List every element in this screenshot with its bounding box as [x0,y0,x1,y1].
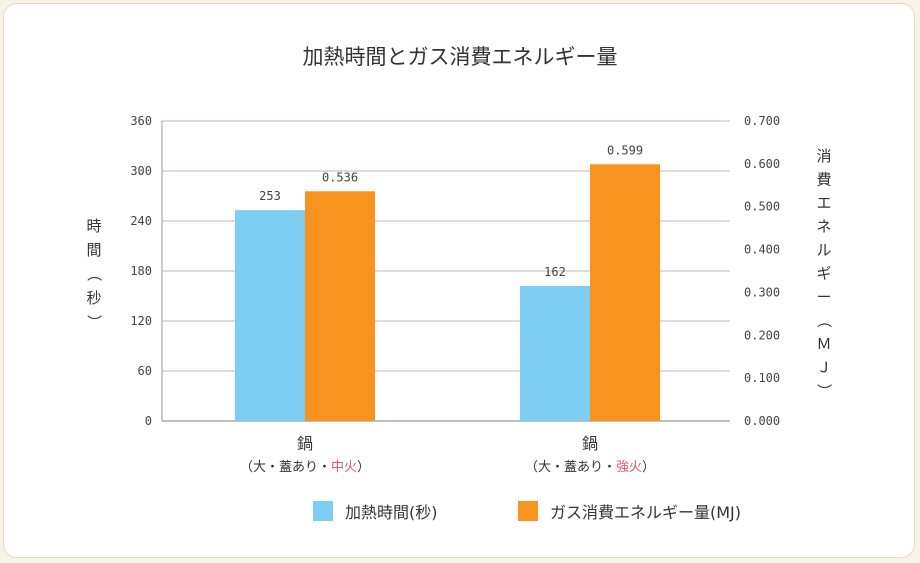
right-axis-title-char: 消 [816,147,831,165]
chart-title: 加熱時間とガス消費エネルギー量 [303,45,618,69]
category-labels: 鍋（大・蓋あり・中火）鍋（大・蓋あり・強火） [240,434,655,475]
bar [305,191,375,421]
right-tick-label: 0.300 [744,285,780,299]
chart-card [3,3,915,558]
right-axis-title-char: ギ [816,265,831,283]
left-axis-ticks: 0 60 120 180 240 300 360 [130,114,152,428]
data-labels: 253 0.536 162 0.599 [259,143,643,279]
right-axis-title-char: ネ [816,218,831,236]
left-axis-title-char: 時 [86,217,101,235]
right-tick-label: 0.500 [744,200,780,214]
legend-label-time: 加熱時間(秒) [345,503,438,522]
category-sublabel-highlight: 強火 [616,460,642,475]
right-tick-label: 0.400 [744,243,780,257]
category-label: 鍋 [297,434,313,453]
right-axis-title-char: ル [816,241,831,259]
right-axis-title-char: Ｍ [816,335,831,353]
legend: 加熱時間(秒) ガス消費エネルギー量(MJ) [313,501,741,522]
left-tick-label: 180 [130,264,152,278]
left-axis-title-char: 秒 [86,289,101,307]
category-sublabel-suffix: ） [357,460,370,475]
category-sublabel-prefix: （大・蓋あり・ [525,460,616,475]
left-tick-label: 60 [138,364,152,378]
bar [520,286,590,421]
left-tick-label: 120 [130,314,152,328]
left-tick-label: 360 [130,114,152,128]
right-tick-label: 0.200 [744,328,780,342]
category-sublabel-highlight: 中火 [331,460,357,475]
right-axis-title-char: Ｊ [816,359,831,377]
data-label: 162 [544,265,566,279]
data-label: 0.536 [322,170,358,184]
right-axis-title-char: ） [815,383,833,398]
left-axis-title: 時間 （ 秒 ） [85,217,103,330]
left-axis-title-char: （ [85,266,103,281]
right-axis-title-char: ー [816,288,831,306]
right-axis-title-char: （ [815,313,833,328]
right-tick-label: 0.600 [744,157,780,171]
right-tick-label: 0.000 [744,414,780,428]
legend-swatch-time [313,501,333,521]
category-sublabel-suffix: ） [642,460,655,475]
right-axis-title-char: 費 [816,171,831,189]
category-label: 鍋 [582,434,598,453]
legend-swatch-energy [518,501,538,521]
left-axis-title-char: 間 [86,241,101,259]
right-tick-label: 0.100 [744,371,780,385]
category-sublabel: （大・蓋あり・強火） [525,460,655,475]
left-tick-label: 300 [130,164,152,178]
left-tick-label: 240 [130,214,152,228]
bar [590,164,660,422]
category-sublabel: （大・蓋あり・中火） [240,460,370,475]
right-axis-title-char: エ [816,194,831,212]
data-label: 253 [259,189,281,203]
left-tick-label: 0 [145,414,152,428]
right-axis-title: 消費エネルギー （ ＭＪ ） [815,147,833,399]
right-axis-ticks: 0.000 0.100 0.200 0.300 0.400 0.500 0.600 0.700 [744,114,780,428]
bars [235,164,660,422]
left-axis-title-char: ） [85,314,103,329]
right-tick-label: 0.700 [744,114,780,128]
bar [235,210,305,421]
category-sublabel-prefix: （大・蓋あり・ [240,460,331,475]
legend-label-energy: ガス消費エネルギー量(MJ) [550,503,741,522]
data-label: 0.599 [607,143,643,157]
